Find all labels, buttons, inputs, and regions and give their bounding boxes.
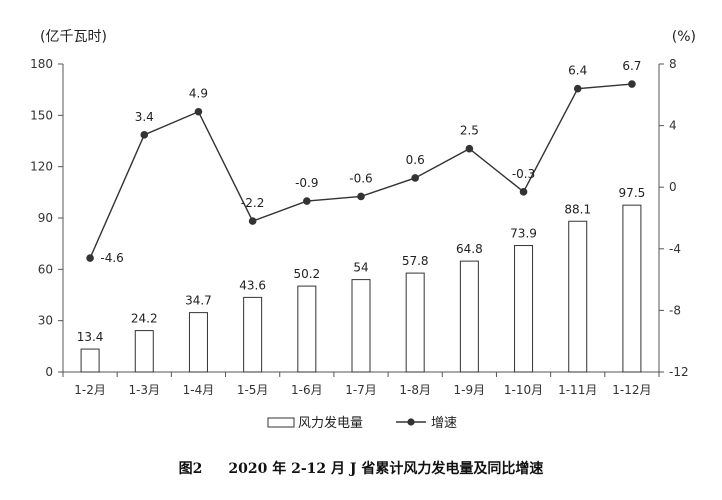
growth-value-label: 0.6 [406,153,425,167]
x-tick-label: 1-12月 [612,383,651,397]
bar-value-label: 34.7 [185,294,212,308]
growth-point [86,254,94,262]
line-group: -4.6 3.4 4.9 -2.2 -0.9 -0.6 0.6 2.5 -0.3 6.4 6.7 [86,59,641,265]
legend-line-marker [407,418,415,426]
axes-group: 0 30 60 90 120 150 180 -12 -8 -4 0 4 8 1-2月 1-3月 1-4月 1-… [30,29,696,397]
right-tick-label: -4 [669,242,681,256]
left-tick-label: 60 [38,262,53,276]
bar [80,348,100,373]
growth-point [411,174,419,182]
growth-point [303,197,311,205]
legend-line-label: 增速 [431,416,457,431]
growth-point [140,131,149,139]
bar [568,220,588,373]
right-tick-label: 4 [669,119,677,133]
right-axis-unit: (%) [672,29,696,45]
growth-point [248,217,257,225]
x-tick-label: 1-3月 [128,383,160,397]
bar [297,285,317,373]
growth-value-label: 6.7 [622,59,641,73]
caption-text: 2020 年 2-12 月 J 省累计风力发电量及同比增速 [228,461,544,477]
legend-bar-label: 风力发电量 [298,415,363,431]
x-tick-label: 1-8月 [399,383,431,397]
growth-point [628,80,636,88]
bar-value-label: 57.8 [402,254,429,268]
legend-bar-swatch [267,417,295,428]
x-tick-label: 1-2月 [74,383,106,397]
bar-value-label: 64.8 [456,242,483,256]
left-tick-label: 30 [38,314,53,328]
bar [459,260,479,373]
bar-value-label: 24.2 [131,312,158,326]
legend: 风力发电量 增速 [267,415,457,431]
bar-value-label: 43.6 [239,278,266,292]
growth-value-label: 3.4 [135,110,154,124]
left-axis-unit: (亿千瓦时) [40,29,107,45]
right-tick-label: -12 [669,365,689,379]
growth-value-label: -4.6 [100,251,123,265]
growth-point [465,144,474,153]
growth-value-label: 2.5 [460,124,479,138]
x-tick-label: 1-6月 [291,383,323,397]
left-tick-label: 120 [30,160,53,174]
growth-value-label: -2.2 [241,196,264,210]
growth-value-label: 6.4 [568,64,587,78]
growth-value-label: -0.3 [512,167,535,181]
bar [351,279,371,373]
growth-point [519,188,528,196]
x-tick-label: 1-7月 [345,383,377,397]
growth-point [357,192,365,201]
x-tick-label: 1-11月 [558,383,597,397]
x-tick-label: 1-10月 [504,383,543,397]
bar-value-label: 88.1 [564,202,591,216]
bar [134,330,154,373]
growth-point [573,84,582,93]
bar-value-label: 73.9 [510,227,537,241]
x-tick-label: 1-5月 [237,383,269,397]
growth-value-label: 4.9 [189,87,208,101]
growth-value-label: -0.9 [295,176,318,190]
bar-value-label: 97.5 [619,186,646,200]
bar [514,245,534,373]
growth-value-label: -0.6 [349,171,372,185]
chart-area: 0 30 60 90 120 150 180 -12 -8 -4 0 4 8 1-2月 1-3月 1-4月 1-… [30,29,696,431]
bar-value-label: 13.4 [77,330,104,344]
bar [188,312,208,373]
bar [622,204,642,373]
left-tick-label: 180 [30,57,53,71]
x-tick-label: 1-9月 [454,383,486,397]
bar [243,296,263,373]
right-tick-label: -8 [669,303,681,317]
bar-value-label: 50.2 [293,267,320,281]
bar-value-label: 54 [353,261,368,275]
growth-point [194,107,203,116]
left-tick-label: 90 [38,211,53,225]
x-tick-label: 1-4月 [183,383,215,397]
left-tick-label: 150 [30,108,53,122]
bar [405,272,425,373]
bars-group: 13.4 24.2 34.7 43.6 50.2 54 57.8 64.8 73.9 88.1 97… [77,186,646,373]
figure-caption: 图2 2020 年 2-12 月 J 省累计风力发电量及同比增速 [0,458,722,478]
right-tick-label: 8 [669,57,677,71]
caption-number: 图2 [178,461,203,477]
right-tick-label: 0 [669,180,677,194]
left-tick-label: 0 [45,365,53,379]
